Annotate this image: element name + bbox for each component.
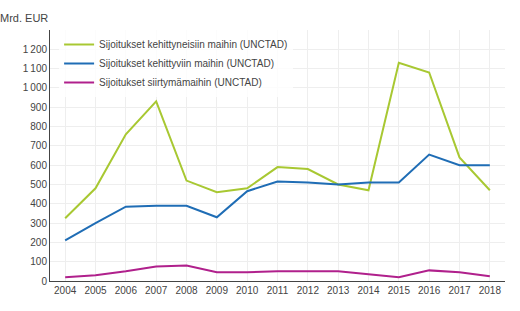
svg-text:300: 300 [30,218,47,229]
svg-text:Sijoitukset siirtymämaihin (UN: Sijoitukset siirtymämaihin (UNCTAD) [99,77,262,88]
svg-text:1 200: 1 200 [23,44,48,55]
svg-text:900: 900 [30,102,47,113]
svg-text:2004: 2004 [54,285,77,296]
svg-text:2013: 2013 [327,285,350,296]
svg-text:Sijoitukset kehittyneisiin mai: Sijoitukset kehittyneisiin maihin (UNCTA… [99,39,287,50]
svg-text:2018: 2018 [479,285,502,296]
svg-text:1 100: 1 100 [23,63,48,74]
svg-text:0: 0 [41,276,47,287]
svg-text:400: 400 [30,198,47,209]
svg-text:2008: 2008 [175,285,198,296]
svg-text:700: 700 [30,140,47,151]
svg-text:500: 500 [30,179,47,190]
svg-text:200: 200 [30,237,47,248]
svg-text:600: 600 [30,160,47,171]
svg-text:2011: 2011 [267,285,289,296]
svg-text:2016: 2016 [418,285,441,296]
svg-text:2017: 2017 [448,285,471,296]
svg-text:2014: 2014 [357,285,380,296]
svg-text:2012: 2012 [297,285,320,296]
svg-text:2006: 2006 [115,285,138,296]
svg-text:2015: 2015 [388,285,411,296]
svg-text:2009: 2009 [206,285,229,296]
svg-text:2005: 2005 [84,285,107,296]
svg-text:2010: 2010 [236,285,259,296]
svg-text:1 000: 1 000 [23,82,48,93]
svg-text:Mrd. EUR: Mrd. EUR [0,12,48,24]
svg-text:2007: 2007 [145,285,168,296]
svg-text:800: 800 [30,121,47,132]
svg-text:100: 100 [30,256,47,267]
svg-text:Sijoitukset kehittyviin maihin: Sijoitukset kehittyviin maihin (UNCTAD) [99,58,274,69]
